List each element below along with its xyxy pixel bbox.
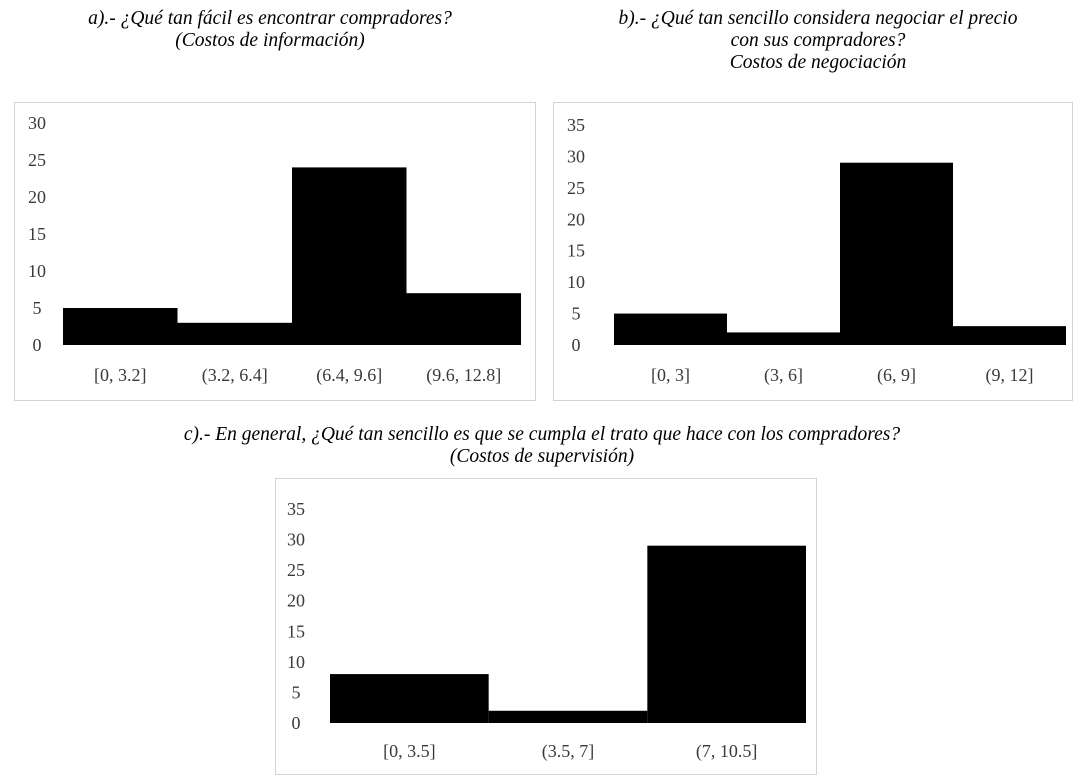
chart-b-title-line: con sus compradores?: [553, 30, 1083, 52]
chart-c-ytick-label: 5: [292, 682, 301, 702]
chart-a-title-line: a).- ¿Qué tan fácil es encontrar comprad…: [10, 8, 530, 30]
chart-c-title-line: (Costos de supervisión): [150, 446, 934, 468]
chart-c-ytick-label: 25: [287, 560, 305, 580]
chart-b-title-line: b).- ¿Qué tan sencillo considera negocia…: [553, 8, 1083, 30]
chart-b-xtick-label: (6, 9]: [877, 365, 916, 386]
chart-b-xtick-label: (9, 12]: [986, 365, 1034, 386]
chart-c-xtick-label: [0, 3.5]: [383, 741, 436, 761]
chart-a-ytick-label: 30: [28, 113, 46, 133]
chart-c-xtick-label: (7, 10.5]: [696, 741, 758, 762]
chart-b-ytick-label: 25: [567, 178, 585, 198]
chart-b: 0 5 10 15 20 25 30 35 [0, 3] (3, 6] (6, 9] (9, 12]: [553, 102, 1073, 401]
chart-b-bar: [727, 332, 840, 345]
chart-a-ytick-label: 0: [33, 335, 42, 355]
chart-b-title: b).- ¿Qué tan sencillo considera negocia…: [553, 8, 1083, 74]
chart-c-ytick-label: 0: [292, 713, 301, 733]
chart-b-title-line: Costos de negociación: [553, 52, 1083, 74]
chart-a-ytick-label: 5: [33, 298, 42, 318]
chart-c-title: c).- En general, ¿Qué tan sencillo es qu…: [150, 424, 934, 468]
chart-b-ytick-label: 20: [567, 209, 585, 229]
chart-a-ytick-label: 10: [28, 261, 46, 281]
chart-b-ytick-label: 10: [567, 272, 585, 292]
chart-c-xtick-label: (3.5, 7]: [542, 741, 595, 762]
chart-b-xtick-label: (3, 6]: [764, 365, 803, 386]
chart-b-bar: [840, 163, 953, 345]
chart-b-bar: [953, 326, 1066, 345]
chart-c-ytick-label: 10: [287, 652, 305, 672]
chart-b-bar: [614, 314, 727, 345]
chart-a-title: a).- ¿Qué tan fácil es encontrar comprad…: [10, 8, 530, 52]
chart-a-ytick-label: 20: [28, 187, 46, 207]
chart-c: 0 5 10 15 20 25 30 35 [0, 3.5] (3.5, 7] (7, 10.5]: [275, 478, 817, 775]
chart-a-ytick-label: 25: [28, 150, 46, 170]
chart-b-xtick-label: [0, 3]: [651, 365, 690, 385]
chart-c-svg: 0 5 10 15 20 25 30 35 [0, 3.5] (3.5, 7] (7, 10.5]: [276, 479, 816, 774]
chart-a-xtick-label: (3.2, 6.4]: [202, 365, 268, 386]
chart-a-bar: [407, 293, 522, 345]
chart-a-svg: 0 5 10 15 20 25 30 [0, 3.2] (3.2, 6.4] (6.4, 9.6]…: [15, 103, 535, 400]
chart-a-xtick-label: (6.4, 9.6]: [316, 365, 382, 386]
chart-a-xtick-label: [0, 3.2]: [94, 365, 147, 385]
chart-a: 0 5 10 15 20 25 30 [0, 3.2] (3.2, 6.4] (6.4, 9.6]…: [14, 102, 536, 401]
chart-a-bar: [292, 167, 407, 345]
chart-c-ytick-label: 20: [287, 591, 305, 611]
chart-b-ytick-label: 0: [572, 335, 581, 355]
chart-c-bar: [489, 711, 648, 723]
chart-c-bar: [330, 674, 489, 723]
chart-a-title-line: (Costos de información): [10, 30, 530, 52]
chart-c-title-line: c).- En general, ¿Qué tan sencillo es qu…: [150, 424, 934, 446]
chart-a-bar: [63, 308, 178, 345]
chart-b-ytick-label: 30: [567, 146, 585, 166]
chart-b-ytick-label: 15: [567, 241, 585, 261]
chart-c-ytick-label: 30: [287, 530, 305, 550]
chart-a-xtick-label: (9.6, 12.8]: [426, 365, 501, 386]
chart-b-ytick-label: 35: [567, 115, 585, 135]
chart-a-bar: [178, 323, 293, 345]
chart-b-ytick-label: 5: [572, 304, 581, 324]
chart-a-ytick-label: 15: [28, 224, 46, 244]
chart-c-ytick-label: 35: [287, 499, 305, 519]
chart-c-bar: [647, 546, 806, 723]
chart-c-ytick-label: 15: [287, 621, 305, 641]
chart-b-svg: 0 5 10 15 20 25 30 35 [0, 3] (3, 6] (6, 9] (9, 12]: [554, 103, 1072, 400]
